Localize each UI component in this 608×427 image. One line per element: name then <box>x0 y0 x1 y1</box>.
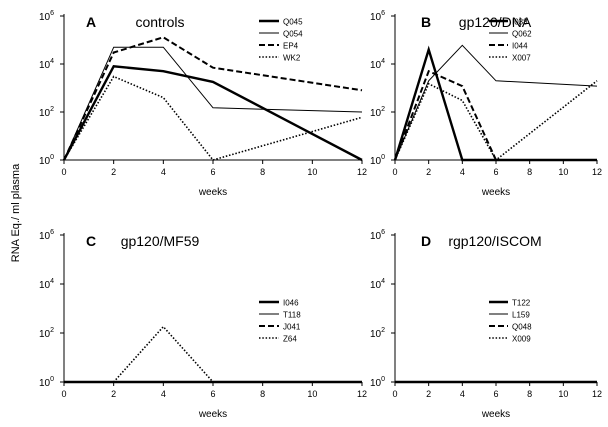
panel-a-x-tick-label: 10 <box>307 167 317 177</box>
panel-d-x-tick-label: 0 <box>392 389 397 399</box>
panel-a-x-tick-label: 0 <box>61 167 66 177</box>
panel-a-letter: A <box>86 14 96 30</box>
panel-b-x-tick-label: 10 <box>558 167 568 177</box>
panel-c-x-tick-label: 0 <box>61 389 66 399</box>
panel-c-series-z64 <box>64 325 362 383</box>
panel-d: 0 2 4 6 8 10 12 100 102 104 106 weeks D rgp120/ISCOM T… <box>370 229 602 420</box>
panel-a-x-axis-label: weeks <box>198 187 227 198</box>
panel-b-y-tick-label: 102 <box>370 106 385 119</box>
panel-c-legend-label-i046: I046 <box>283 299 299 308</box>
panel-b-legend-label-i038: I038 <box>512 18 528 27</box>
panel-a-x-tick-label: 6 <box>210 167 215 177</box>
panel-a-y-tick-label: 102 <box>39 106 54 119</box>
panel-a-x-tick-label: 4 <box>161 167 166 177</box>
panel-c-x-tick-label: 10 <box>307 389 317 399</box>
panel-b-series-i044 <box>394 69 597 161</box>
panel-b-legend-label-q062: Q062 <box>512 30 532 39</box>
panel-a-x-tick-label: 8 <box>260 167 265 177</box>
panel-c-x-tick-label: 4 <box>161 389 166 399</box>
panel-a-legend-label-wk2: WK2 <box>283 54 301 63</box>
panel-d-letter: D <box>421 233 431 249</box>
panel-c-letter: C <box>86 233 96 249</box>
panel-b-series-x007 <box>394 80 598 162</box>
panel-a-legend-label-q054: Q054 <box>283 30 303 39</box>
panel-c-x-tick-label: 6 <box>210 389 215 399</box>
panel-a-title: controls <box>135 14 184 30</box>
panel-c-legend-label-t118: T118 <box>283 311 301 320</box>
panel-d-y-tick-label: 106 <box>370 229 385 242</box>
panel-b-legend-label-i044: I044 <box>512 42 528 51</box>
panel-a: 0 2 4 6 8 10 12 100 102 104 106 weeks A controls Q045 Q… <box>39 10 367 198</box>
panel-d-legend-label-t122: T122 <box>512 299 531 308</box>
panel-d-x-axis-label: weeks <box>481 409 510 420</box>
panel-b: 024681012100102104106weeksBgp120/DNAI038… <box>370 10 602 198</box>
panel-b-y-tick-label: 104 <box>370 58 385 71</box>
panel-d-x-tick-label: 2 <box>426 389 431 399</box>
panel-c: 0 2 4 6 8 10 12 100 102 104 106 weeks C gp120/MF59 I04… <box>39 229 367 420</box>
panel-d-x-tick-label: 4 <box>460 389 465 399</box>
panel-d-x-tick-label: 10 <box>558 389 568 399</box>
panel-b-x-tick-label: 12 <box>592 167 602 177</box>
panel-c-title: gp120/MF59 <box>121 233 200 249</box>
panel-a-series-q054 <box>63 46 363 161</box>
panel-a-series-wk2 <box>63 75 363 161</box>
panel-d-x-tick-label: 8 <box>527 389 532 399</box>
panel-b-x-axis-label: weeks <box>481 187 510 198</box>
panel-c-y-tick-label: 104 <box>39 278 54 291</box>
panel-c-legend-label-z64: Z64 <box>283 335 297 344</box>
panel-d-x-tick-label: 6 <box>493 389 498 399</box>
panel-d-y-tick-label: 102 <box>370 327 385 340</box>
panel-d-y-tick-label: 100 <box>370 376 385 389</box>
panel-a-series-ep4 <box>63 36 363 161</box>
panel-c-y-tick-label: 102 <box>39 327 54 340</box>
panel-a-legend-label-q045: Q045 <box>283 18 303 27</box>
panel-d-legend-label-l159: L159 <box>512 311 530 320</box>
panel-a-x-tick-label: 12 <box>357 167 367 177</box>
panel-b-x-tick-label: 4 <box>460 167 465 177</box>
panel-c-x-tick-label: 12 <box>357 389 367 399</box>
panel-b-series-i038 <box>393 45 597 162</box>
panel-c-x-axis-label: weeks <box>198 409 227 420</box>
panel-c-y-tick-label: 100 <box>39 376 54 389</box>
panel-b-x-tick-label: 8 <box>527 167 532 177</box>
panel-d-x-tick-label: 12 <box>592 389 602 399</box>
panel-a-series-q045 <box>62 65 363 162</box>
panel-b-x-tick-label: 2 <box>426 167 431 177</box>
shared-y-axis-label: RNA Eq./ ml plasma <box>10 163 22 262</box>
panel-b-series-q062 <box>394 44 598 161</box>
panel-d-legend-label-x009: X009 <box>512 335 531 344</box>
panel-b-y-tick-label: 106 <box>370 10 385 23</box>
panel-a-y-tick-label: 100 <box>39 154 54 167</box>
panel-c-x-tick-label: 8 <box>260 389 265 399</box>
panel-b-legend-label-x007: X007 <box>512 54 531 63</box>
panel-d-y-tick-label: 104 <box>370 278 385 291</box>
panel-a-legend-label-ep4: EP4 <box>283 42 299 51</box>
panel-c-x-tick-label: 2 <box>111 389 116 399</box>
panel-a-x-tick-label: 2 <box>111 167 116 177</box>
panel-b-y-tick-label: 100 <box>370 154 385 167</box>
panel-b-letter: B <box>421 14 431 30</box>
panel-c-y-tick-label: 106 <box>39 229 54 242</box>
panel-b-x-tick-label: 6 <box>493 167 498 177</box>
panel-c-legend-label-j041: J041 <box>283 323 301 332</box>
panel-d-legend-label-q048: Q048 <box>512 323 532 332</box>
panel-a-y-tick-label: 104 <box>39 58 54 71</box>
panel-b-x-tick-label: 0 <box>392 167 397 177</box>
panel-a-y-tick-label: 106 <box>39 10 54 23</box>
panel-d-title: rgp120/ISCOM <box>448 233 541 249</box>
